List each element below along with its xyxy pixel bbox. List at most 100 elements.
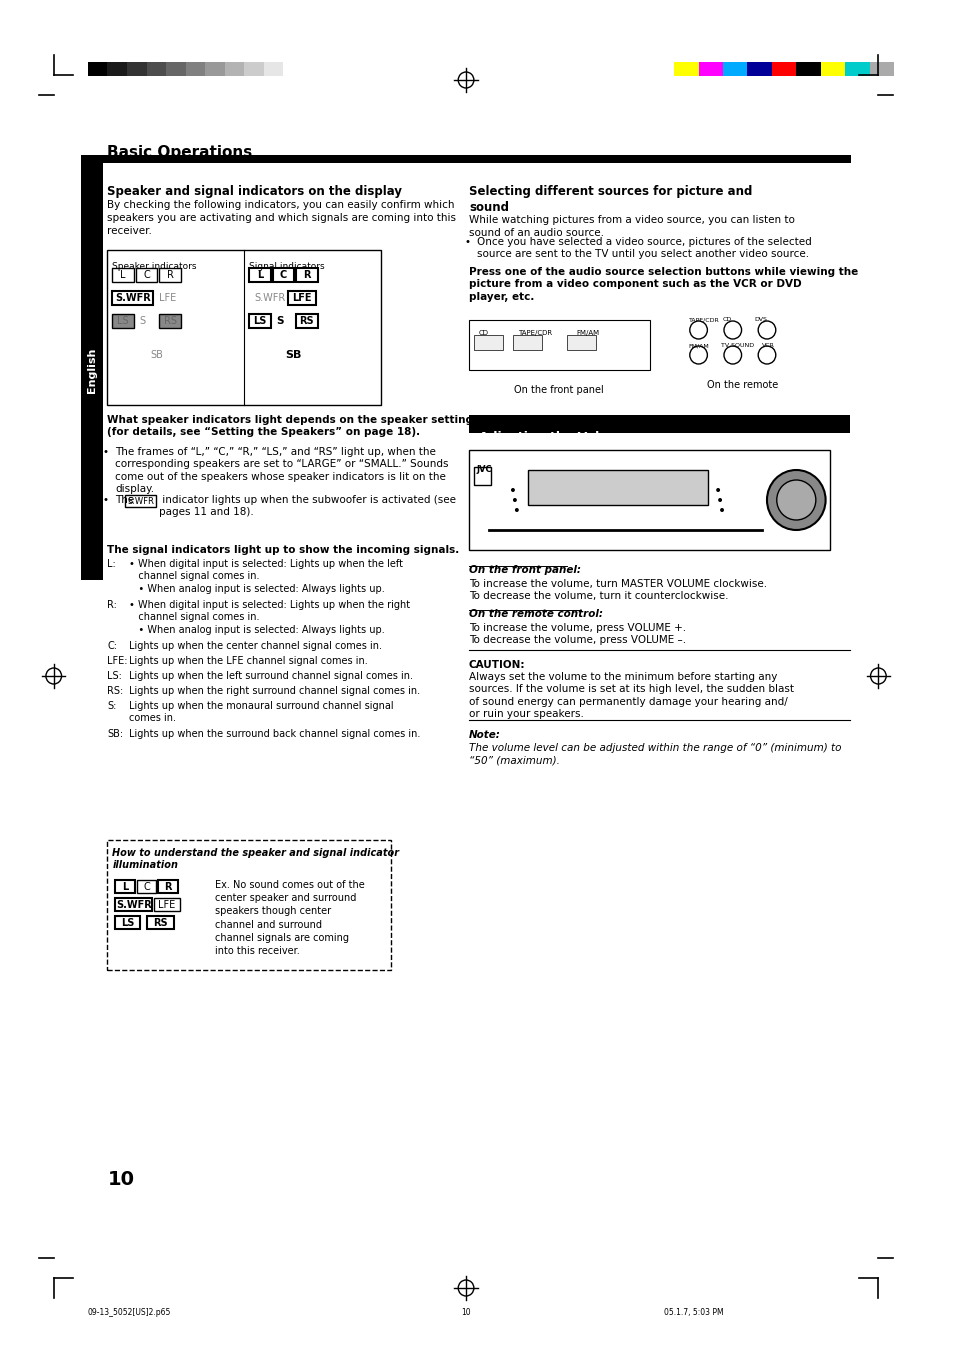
Text: To decrease the volume, press VOLUME –.: To decrease the volume, press VOLUME –. <box>469 635 685 645</box>
Bar <box>295 314 317 327</box>
Text: To increase the volume, press VOLUME +.: To increase the volume, press VOLUME +. <box>469 622 685 633</box>
Text: Lights up when the left surround channel signal comes in.: Lights up when the left surround channel… <box>129 671 413 681</box>
Circle shape <box>776 480 815 520</box>
Text: S: S <box>139 317 146 326</box>
Text: LFE: LFE <box>158 900 175 909</box>
Bar <box>186 62 205 76</box>
Bar <box>115 879 134 893</box>
Bar <box>244 62 264 76</box>
Bar <box>674 62 698 76</box>
Text: L: L <box>120 271 126 280</box>
Text: CD: CD <box>722 317 732 322</box>
Text: English: English <box>87 348 97 392</box>
Text: S.WFR: S.WFR <box>116 900 152 909</box>
Circle shape <box>689 346 706 364</box>
Bar <box>566 336 596 350</box>
Bar <box>158 879 177 893</box>
Circle shape <box>716 488 720 492</box>
Text: Ex. No sound comes out of the
center speaker and surround
speakers though center: Ex. No sound comes out of the center spe… <box>214 879 364 957</box>
Text: LFE: LFE <box>159 294 176 303</box>
Text: The volume level can be adjusted within the range of “0” (minimum) to
“50” (maxi: The volume level can be adjusted within … <box>469 743 841 766</box>
Bar <box>249 314 271 327</box>
Text: Basic Operations: Basic Operations <box>108 145 253 160</box>
Bar <box>147 916 173 930</box>
Text: SB:: SB: <box>108 729 124 739</box>
Text: C: C <box>279 271 287 280</box>
Text: How to understand the speaker and signal indicator
illumination: How to understand the speaker and signal… <box>112 848 399 870</box>
Text: • When digital input is selected: Lights up when the right
   channel signal com: • When digital input is selected: Lights… <box>129 599 410 635</box>
Bar <box>746 62 771 76</box>
Text: C: C <box>143 271 150 280</box>
Bar <box>469 415 849 433</box>
Text: Lights up when the center channel signal comes in.: Lights up when the center channel signal… <box>129 641 381 651</box>
Text: LFE: LFE <box>292 294 312 303</box>
Text: SB: SB <box>150 350 163 360</box>
Bar <box>108 250 380 405</box>
Bar <box>108 840 391 970</box>
Text: LS: LS <box>253 317 266 326</box>
Text: To increase the volume, turn MASTER VOLUME clockwise.: To increase the volume, turn MASTER VOLU… <box>469 579 766 589</box>
Text: •: • <box>103 446 109 457</box>
Circle shape <box>718 498 721 502</box>
Text: 09-13_5052[US]2.p65: 09-13_5052[US]2.p65 <box>88 1308 172 1316</box>
Bar <box>469 321 649 369</box>
Text: While watching pictures from a video source, you can listen to
sound of an audio: While watching pictures from a video sou… <box>469 215 794 238</box>
Text: LS: LS <box>121 917 134 928</box>
Text: RS: RS <box>152 917 168 928</box>
Text: Lights up when the monaural surround channel signal
comes in.: Lights up when the monaural surround cha… <box>129 701 394 724</box>
Text: RS: RS <box>299 317 314 326</box>
Bar <box>115 898 152 911</box>
Bar <box>283 62 302 76</box>
Text: • When digital input is selected: Lights up when the left
   channel signal come: • When digital input is selected: Lights… <box>129 559 402 594</box>
Text: •: • <box>463 237 470 248</box>
Text: S: S <box>276 317 284 326</box>
Bar <box>112 268 133 281</box>
Text: Note:: Note: <box>469 731 500 740</box>
Bar <box>698 62 722 76</box>
Text: DVS: DVS <box>754 317 766 322</box>
Bar <box>513 336 541 350</box>
Text: Speaker and signal indicators on the display: Speaker and signal indicators on the dis… <box>108 185 402 198</box>
Bar <box>81 156 850 162</box>
Text: On the remote control:: On the remote control: <box>469 609 602 620</box>
Text: The signal indicators light up to show the incoming signals.: The signal indicators light up to show t… <box>108 545 459 555</box>
Text: R: R <box>164 882 172 892</box>
Text: On the remote: On the remote <box>706 380 778 390</box>
Bar <box>115 916 139 930</box>
Text: By checking the following indicators, you can easily confirm which
speakers you : By checking the following indicators, yo… <box>108 200 456 237</box>
Text: 10: 10 <box>108 1170 134 1189</box>
Bar <box>295 268 317 281</box>
Text: Lights up when the LFE channel signal comes in.: Lights up when the LFE channel signal co… <box>129 656 367 666</box>
Bar <box>81 160 103 580</box>
Text: indicator lights up when the subwoofer is activated (see
pages 11 and 18).: indicator lights up when the subwoofer i… <box>159 495 456 517</box>
Bar <box>288 291 315 304</box>
Text: TV SOUND: TV SOUND <box>720 344 754 348</box>
Text: C:: C: <box>108 641 117 651</box>
Text: L:: L: <box>108 559 116 570</box>
Text: FM/AM: FM/AM <box>576 330 598 336</box>
Text: S.WFR: S.WFR <box>127 497 154 506</box>
Bar <box>771 62 796 76</box>
Text: Once you have selected a video source, pictures of the selected
source are sent : Once you have selected a video source, p… <box>476 237 811 260</box>
Bar <box>112 291 153 304</box>
Bar <box>205 62 225 76</box>
Text: RS:: RS: <box>108 686 124 695</box>
Circle shape <box>720 507 723 511</box>
Bar <box>154 898 179 911</box>
Bar <box>127 62 147 76</box>
Text: SB: SB <box>285 350 301 360</box>
Text: Selecting different sources for picture and
sound: Selecting different sources for picture … <box>469 185 752 214</box>
Text: The: The <box>115 495 137 505</box>
Text: L: L <box>256 271 263 280</box>
Text: TAPE/CDR: TAPE/CDR <box>688 317 719 322</box>
Text: LS: LS <box>117 317 129 326</box>
Circle shape <box>766 469 824 530</box>
Text: Press one of the audio source selection buttons while viewing the
picture from a: Press one of the audio source selection … <box>469 267 858 302</box>
Bar <box>722 62 746 76</box>
Bar <box>147 62 166 76</box>
Bar <box>264 62 283 76</box>
Text: 10: 10 <box>460 1308 471 1316</box>
Text: S:: S: <box>108 701 116 710</box>
Bar <box>249 268 271 281</box>
Bar <box>225 62 244 76</box>
